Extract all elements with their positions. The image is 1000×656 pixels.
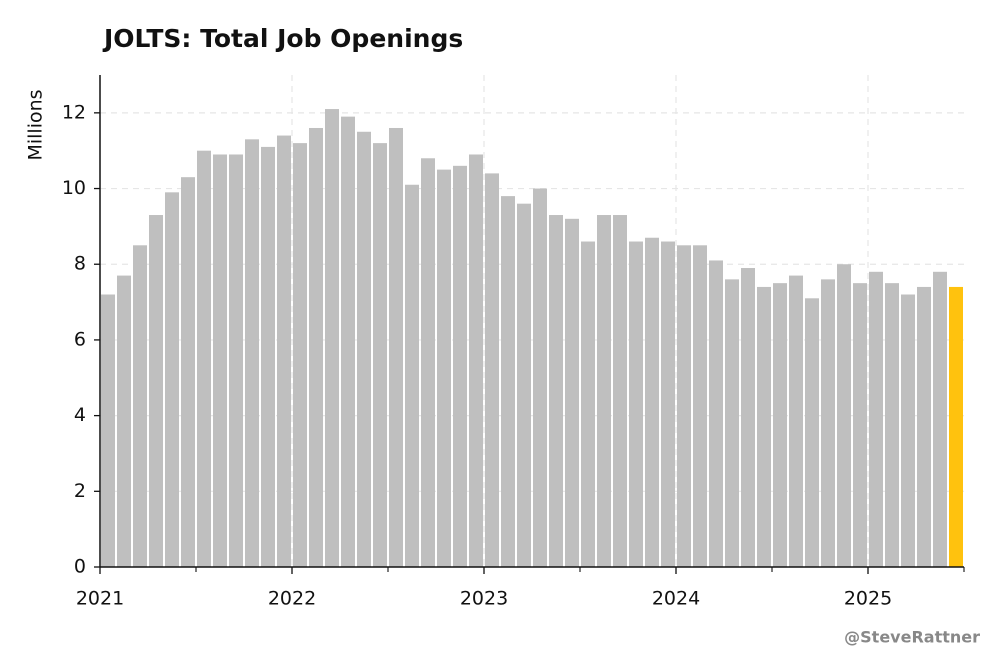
bar (517, 203, 531, 567)
bar (741, 268, 755, 567)
bar (453, 165, 467, 568)
bar (373, 143, 387, 567)
bar (917, 286, 931, 567)
bar (693, 245, 707, 568)
bar (805, 298, 819, 567)
y-tick-label: 2 (74, 480, 86, 502)
bar (725, 279, 739, 567)
x-tick-label: 2021 (76, 588, 124, 610)
bar (549, 215, 563, 567)
y-tick-label: 8 (74, 253, 86, 275)
bar (885, 283, 899, 567)
bar (325, 109, 339, 568)
bar (197, 150, 211, 567)
bar (901, 294, 915, 567)
bar (469, 154, 483, 567)
x-tick-label: 2024 (652, 588, 700, 610)
bar (389, 127, 403, 567)
x-tick-label: 2023 (460, 588, 508, 610)
bar (245, 139, 259, 568)
bar (101, 294, 115, 567)
bar (165, 192, 179, 568)
x-tick-label: 2022 (268, 588, 316, 610)
bar (709, 260, 723, 567)
bar (293, 143, 307, 567)
chart-title: JOLTS: Total Job Openings (102, 24, 463, 53)
y-axis-label: Millions (25, 89, 47, 160)
y-tick-label: 0 (74, 556, 86, 578)
bar (421, 158, 435, 567)
bar (437, 169, 451, 567)
bar (629, 241, 643, 567)
bar (869, 271, 883, 567)
y-tick-label: 6 (74, 328, 86, 350)
bar (501, 196, 515, 567)
bar (213, 154, 227, 567)
bar (277, 135, 291, 568)
bar (357, 131, 371, 567)
bar (773, 283, 787, 567)
bar (181, 177, 195, 567)
bar (613, 215, 627, 567)
bar (789, 275, 803, 567)
bar (117, 275, 131, 567)
y-tick-label: 10 (62, 177, 86, 199)
bar (341, 116, 355, 567)
bar (565, 218, 579, 568)
bar (533, 188, 547, 568)
bar (149, 215, 163, 567)
bar (853, 283, 867, 567)
bar (485, 173, 499, 567)
bar (949, 286, 963, 567)
bar (309, 127, 323, 567)
source: @SteveRattner (844, 628, 980, 647)
bar (597, 215, 611, 567)
bar (837, 264, 851, 567)
bar (645, 237, 659, 567)
bar (821, 279, 835, 567)
bar (405, 184, 419, 567)
y-tick-label: 12 (62, 101, 86, 123)
bar (133, 245, 147, 568)
bar (757, 286, 771, 567)
y-tick-label: 4 (74, 404, 86, 426)
bar (933, 271, 947, 567)
bar (581, 241, 595, 567)
bar (261, 146, 275, 567)
x-tick-label: 2025 (844, 588, 892, 610)
bar (661, 241, 675, 567)
bar (229, 154, 243, 567)
bar (677, 245, 691, 568)
